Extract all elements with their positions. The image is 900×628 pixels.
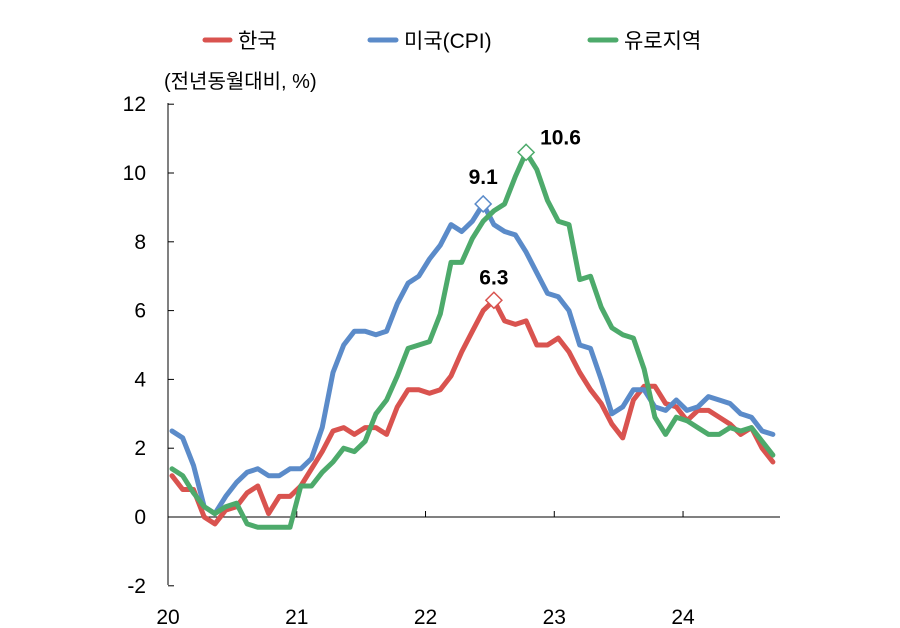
y-tick-label: 8	[134, 231, 146, 254]
series-line-us-cpi	[169, 201, 776, 517]
legend-label-us: 미국(CPI)	[404, 30, 492, 53]
peak-label-korea: 6.3	[479, 266, 508, 289]
x-tick-label: 20	[156, 606, 179, 628]
series-line-eurozone	[169, 149, 776, 530]
legend-label-eurozone: 유로지역	[624, 30, 701, 53]
x-tick-label: 21	[285, 606, 308, 628]
series-lines	[169, 149, 776, 530]
x-ticks: 20 21 22 23 24	[156, 511, 695, 628]
x-tick-label: 22	[414, 606, 437, 628]
y-tick-label: 4	[134, 368, 146, 391]
peak-label-eurozone: 10.6	[540, 126, 581, 149]
y-tick-label: 10	[123, 162, 146, 185]
y-ticks: -2 0 2 4 6 8 10 12	[123, 93, 174, 598]
y-tick-label: 0	[134, 506, 146, 529]
x-tick-label: 24	[671, 606, 695, 628]
y-tick-label: 6	[134, 300, 146, 323]
legend: 한국 미국(CPI) 유로지역	[202, 30, 701, 53]
peak-marker-korea	[484, 291, 503, 310]
y-tick-label: 2	[134, 437, 146, 460]
axes	[167, 103, 780, 585]
legend-label-korea: 한국	[238, 30, 277, 53]
x-tick-label: 23	[543, 606, 566, 628]
series-line-korea	[169, 297, 776, 527]
peak-marker-us-cpi	[474, 194, 493, 214]
y-tick-label: 12	[123, 93, 146, 116]
peak-marker-eurozone	[517, 143, 536, 162]
y-axis-unit-label: (전년동월대비, %)	[164, 70, 317, 93]
y-tick-label: -2	[127, 575, 146, 598]
peak-label-us-cpi: 9.1	[469, 166, 499, 189]
peak-annotations: 6.3 9.1 10.6	[469, 126, 581, 310]
